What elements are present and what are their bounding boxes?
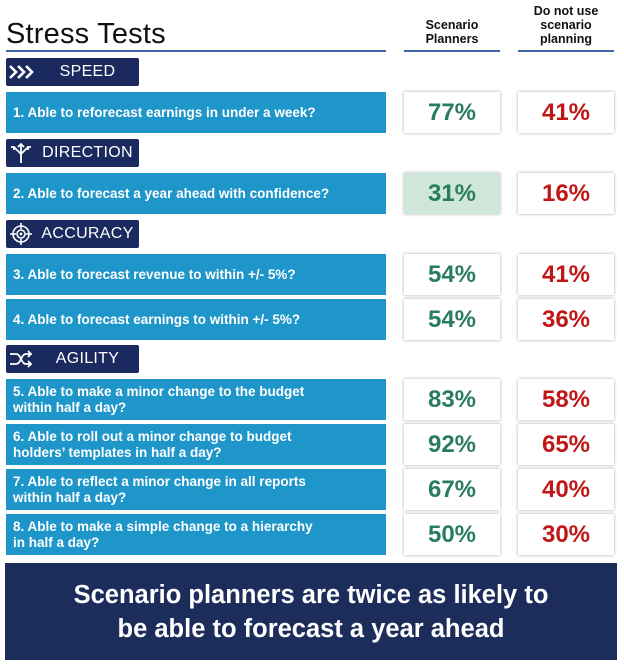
question-text: 4. Able to forecast earnings to within +… — [13, 311, 301, 327]
planners-value-5: 83% — [404, 379, 500, 420]
non-planners-value-6: 65% — [518, 424, 614, 465]
question-row-8: 8. Able to make a simple change to a hie… — [6, 514, 386, 555]
column-header-line: planning — [539, 32, 593, 46]
planners-value-8: 50% — [404, 514, 500, 555]
column-header-line: scenario — [540, 18, 592, 32]
column-header-line: Do not use — [533, 4, 599, 18]
question-text: within half a day? — [13, 399, 127, 415]
page-title: Stress Tests — [6, 18, 166, 50]
section-direction: DIRECTION — [6, 139, 139, 167]
title-rule — [6, 50, 386, 52]
planners-value-3: 54% — [404, 254, 500, 295]
fast-forward-chevrons-icon — [6, 58, 36, 86]
question-text: 7. Able to reflect a minor change in all… — [13, 473, 306, 489]
column-header-non-planners: Do not use scenario planning — [518, 4, 614, 46]
column-header-line: Scenario — [425, 18, 479, 32]
question-row-5: 5. Able to make a minor change to the bu… — [6, 379, 386, 420]
question-text: holders’ templates in half a day? — [13, 444, 222, 460]
non-planners-value-3: 41% — [518, 254, 614, 295]
planners-value-2: 31% — [404, 173, 500, 214]
question-text: in half a day? — [13, 534, 100, 550]
banner-line: be able to forecast a year ahead — [117, 614, 505, 643]
section-accuracy: ACCURACY — [6, 220, 139, 248]
question-text: 6. Able to roll out a minor change to bu… — [13, 428, 292, 444]
target-crosshair-icon — [6, 220, 36, 248]
planners-value-4: 54% — [404, 299, 500, 340]
question-text: 1. Able to reforecast earnings in under … — [13, 104, 316, 120]
question-text: 8. Able to make a simple change to a hie… — [13, 518, 313, 534]
planners-value-1: 77% — [404, 92, 500, 133]
question-row-7: 7. Able to reflect a minor change in all… — [6, 469, 386, 510]
planners-value-6: 92% — [404, 424, 500, 465]
shuffle-arrows-icon — [6, 345, 36, 373]
question-row-1: 1. Able to reforecast earnings in under … — [6, 92, 386, 133]
column-header-line: Planners — [425, 32, 479, 46]
column-header-planners: Scenario Planners — [404, 18, 500, 46]
question-row-3: 3. Able to forecast revenue to within +/… — [6, 254, 386, 295]
question-text: within half a day? — [13, 489, 127, 505]
conclusion-banner: Scenario planners are twice as likely to… — [5, 563, 617, 660]
non-planners-value-7: 40% — [518, 469, 614, 510]
question-row-2: 2. Able to forecast a year ahead with co… — [6, 173, 386, 214]
section-label: SPEED — [59, 63, 116, 80]
planners-value-7: 67% — [404, 469, 500, 510]
question-row-6: 6. Able to roll out a minor change to bu… — [6, 424, 386, 465]
section-speed: SPEED — [6, 58, 139, 86]
non-planners-value-2: 16% — [518, 173, 614, 214]
section-label: AGILITY — [55, 350, 120, 367]
non-planners-value-4: 36% — [518, 299, 614, 340]
column-header-rule — [518, 50, 614, 52]
non-planners-value-1: 41% — [518, 92, 614, 133]
question-text: 2. Able to forecast a year ahead with co… — [13, 185, 330, 201]
non-planners-value-8: 30% — [518, 514, 614, 555]
banner-line: Scenario planners are twice as likely to — [73, 580, 549, 609]
non-planners-value-5: 58% — [518, 379, 614, 420]
column-header-rule — [404, 50, 500, 52]
question-text: 3. Able to forecast revenue to within +/… — [13, 266, 296, 282]
crossroads-arrows-icon — [6, 139, 36, 167]
section-label: DIRECTION — [42, 144, 133, 161]
question-row-4: 4. Able to forecast earnings to within +… — [6, 299, 386, 340]
section-agility: AGILITY — [6, 345, 139, 373]
section-label: ACCURACY — [41, 225, 134, 242]
question-text: 5. Able to make a minor change to the bu… — [13, 383, 305, 399]
